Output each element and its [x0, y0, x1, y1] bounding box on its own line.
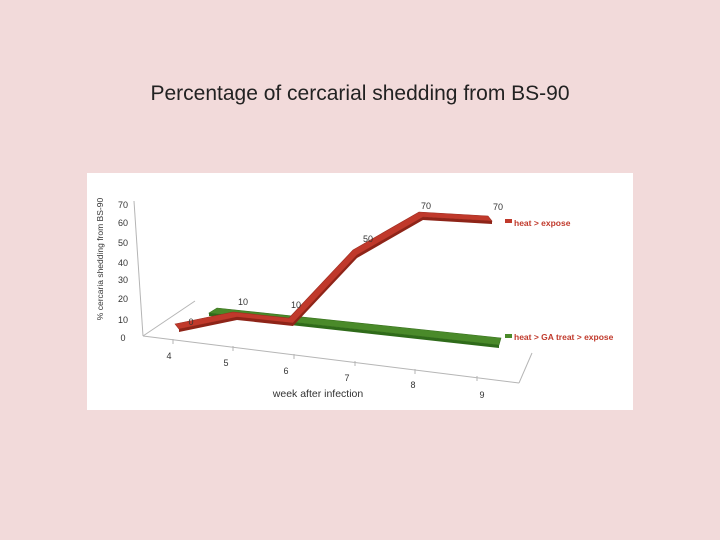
y-tick-label: 30: [118, 275, 128, 285]
x-tick-label: 4: [166, 351, 171, 361]
x-tick-label: 8: [410, 380, 415, 390]
data-label: 70: [493, 202, 503, 212]
y-tick-label: 60: [118, 218, 128, 228]
value-axis-line: [133, 200, 144, 337]
data-label: 10: [291, 300, 301, 310]
x-tick-label: 7: [344, 373, 349, 383]
slide-title: Percentage of cercarial shedding from BS…: [150, 82, 570, 105]
y-tick-label: 10: [118, 315, 128, 325]
label-layer: 0 10 20 30 40 50 60 70 4 5 6 7 8 9 week after infectio…: [95, 198, 614, 400]
y-tick-label: 40: [118, 258, 128, 268]
x-axis-title: week after infection: [272, 388, 364, 400]
y-tick-label: 20: [118, 294, 128, 304]
legend-swatch-red: [505, 219, 512, 223]
data-label: 0: [188, 317, 193, 327]
chart-panel: 0 10 20 30 40 50 60 70 4 5 6 7 8 9 week after infectio…: [87, 173, 633, 410]
x-tick-label: 5: [223, 358, 228, 368]
series-green-ribbon: [208, 307, 502, 346]
series-red-layer: [174, 211, 493, 332]
legend-label-red: heat > expose: [514, 218, 571, 228]
x-tick-label: 9: [479, 390, 484, 400]
y-tick-label: 0: [120, 333, 125, 343]
ribbon-chart: 0 10 20 30 40 50 60 70 4 5 6 7 8 9 week after infectio…: [95, 198, 614, 400]
floor-right-edge: [518, 352, 533, 384]
floor-front-edge: [142, 335, 520, 384]
x-tick-label: 6: [283, 366, 288, 376]
y-tick-label: 70: [118, 200, 128, 210]
data-label: 70: [421, 201, 431, 211]
data-label: 10: [238, 297, 248, 307]
y-axis-title: % cercaria shedding from BS-90: [95, 198, 105, 321]
axes-layer: [133, 200, 533, 384]
data-label: 50: [363, 234, 373, 244]
y-tick-label: 50: [118, 238, 128, 248]
floor-back-edge: [142, 300, 196, 337]
legend-swatch-green: [505, 334, 512, 338]
legend-label-green: heat > GA treat > expose: [514, 332, 614, 342]
